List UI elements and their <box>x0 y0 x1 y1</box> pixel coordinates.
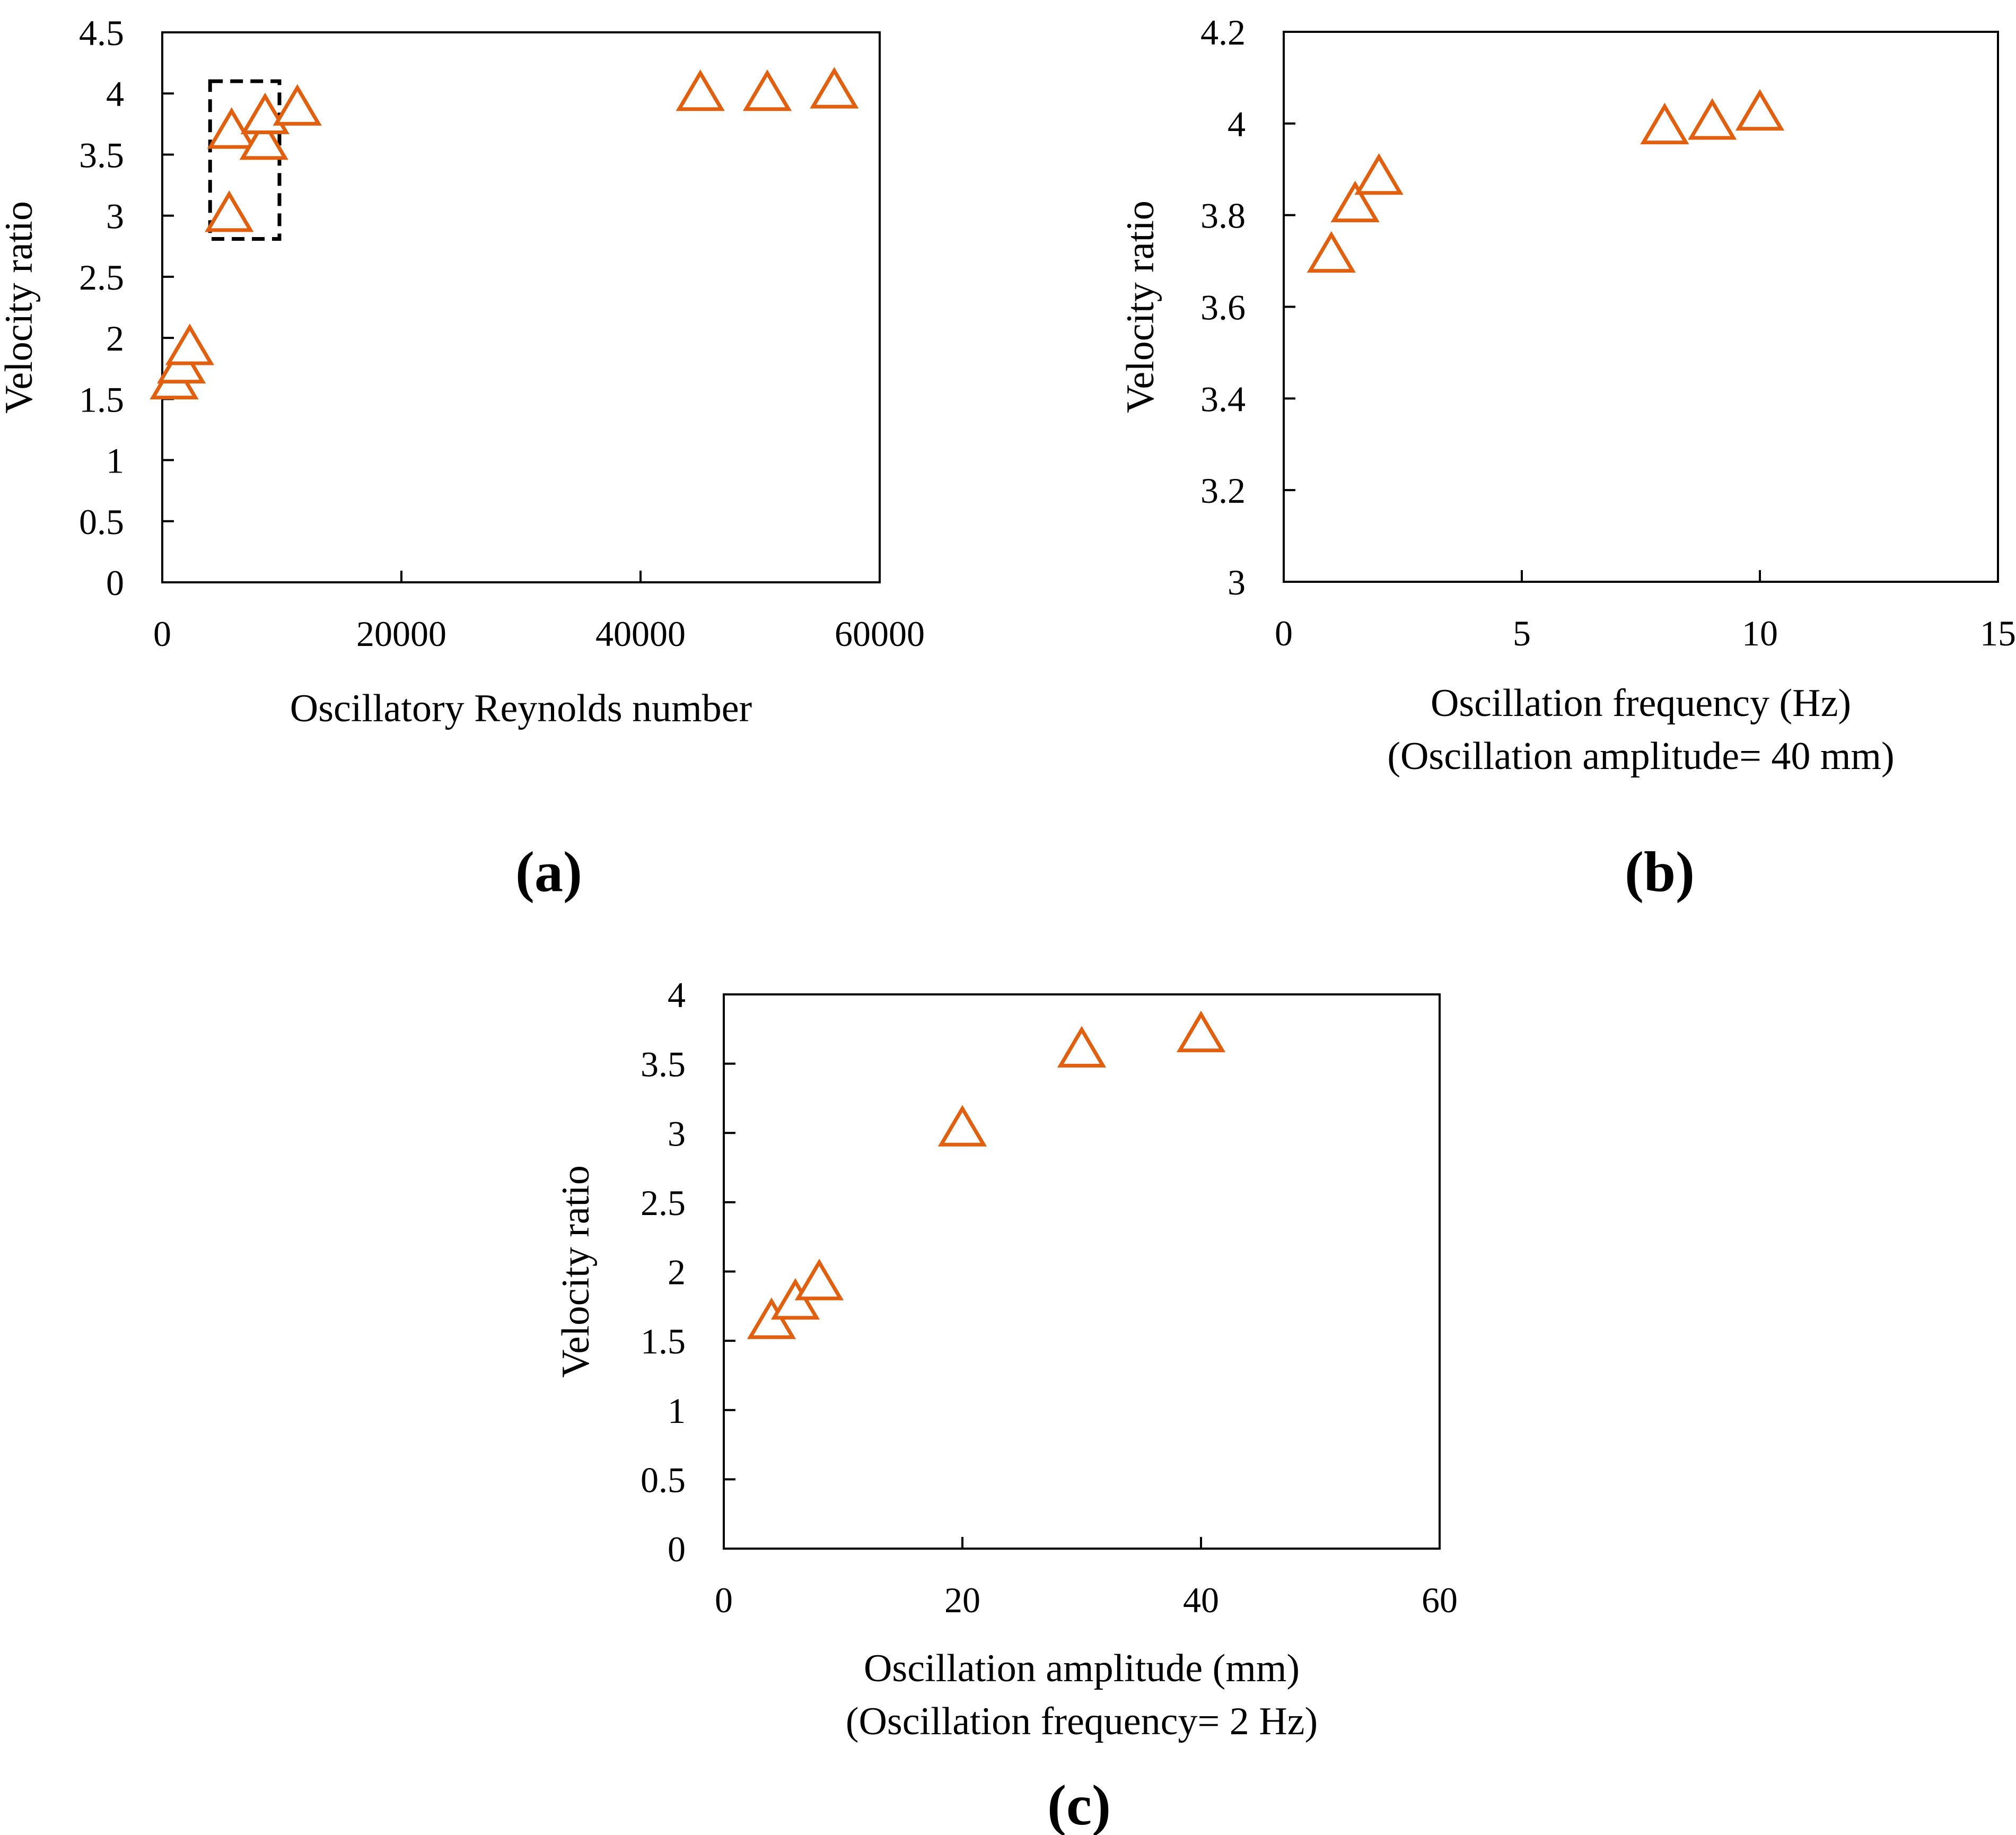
panel-b-data-point <box>1735 89 1785 131</box>
panel-b-data-point <box>1640 102 1689 145</box>
panel-a-data-point <box>165 324 214 365</box>
panel-c-y-tick-label: 1.5 <box>641 1321 686 1361</box>
panel-b-x-axis-sublabel: (Oscillation amplitude= 40 mm) <box>1387 735 1894 778</box>
panel-a-x-tick-label: 60000 <box>835 614 925 654</box>
panel-b-x-axis-label: Oscillation frequency (Hz) <box>1431 681 1851 725</box>
panel-b-x-tick-label: 15 <box>1980 613 2016 653</box>
panel-b: 0 5 10 15 3 3.2 3.4 3.6 3.8 4 4.2 Oscillation freq… <box>1119 12 2016 904</box>
panel-b-x-tick-label: 10 <box>1742 613 1778 653</box>
panel-c-y-axis-label: Velocity ratio <box>554 1165 598 1378</box>
panel-a-label: (a) <box>515 841 582 904</box>
panel-a-y-tick-label: 3 <box>106 196 124 237</box>
panel-b-tick-labels: 0 5 10 15 3 3.2 3.4 3.6 3.8 4 4.2 <box>1200 12 2016 653</box>
panel-a-y-tick-label: 4 <box>106 74 124 114</box>
panel-a-y-tick-label: 4.5 <box>79 13 124 53</box>
panel-b-y-tick-label: 3.4 <box>1200 379 1246 419</box>
panel-a-plot-frame <box>161 31 881 583</box>
panel-c-ticks <box>723 993 1441 1550</box>
panel-b-x-tick-label: 0 <box>1275 613 1293 653</box>
panel-c-y-tick-label: 0 <box>668 1529 686 1569</box>
panel-b-y-tick-label: 4.2 <box>1200 12 1246 53</box>
panel-b-markers <box>1307 89 1785 273</box>
panel-b-data-point <box>1354 153 1404 195</box>
panel-c-x-axis-sublabel: (Oscillation frequency= 2 Hz) <box>846 1700 1318 1743</box>
panel-c-x-tick-label: 40 <box>1183 1580 1219 1620</box>
panel-c-tick-labels: 0 20 40 60 0 0.5 1 1.5 2 2.5 3 3.5 4 <box>641 975 1458 1620</box>
panel-b-y-tick-label: 4 <box>1228 104 1246 144</box>
panel-a-data-point <box>239 118 288 160</box>
panel-a-data-point <box>810 67 859 109</box>
panel-a-y-tick-label: 3.5 <box>79 135 124 175</box>
panel-c-x-axis-label: Oscillation amplitude (mm) <box>864 1647 1300 1690</box>
panel-c-y-tick-label: 1 <box>668 1391 686 1431</box>
panel-c-data-point <box>1176 1010 1226 1053</box>
panel-a-y-tick-label: 2 <box>106 318 124 359</box>
panel-c-x-tick-label: 60 <box>1422 1580 1458 1620</box>
panel-b-data-point <box>1330 180 1380 223</box>
panel-b-y-tick-label: 3.8 <box>1200 196 1246 236</box>
panel-b-label: (b) <box>1625 841 1695 904</box>
panel-c-label: (c) <box>1047 1774 1111 1835</box>
panel-a-ticks <box>161 31 881 583</box>
panel-b-y-axis-label: Velocity ratio <box>1119 200 1162 413</box>
panel-b-data-point <box>1307 231 1356 273</box>
panel-b-x-tick-label: 5 <box>1513 613 1531 653</box>
panel-b-y-tick-label: 3.2 <box>1200 470 1246 511</box>
panel-a-highlight-box <box>208 79 282 241</box>
panel-c-data-point <box>794 1259 844 1300</box>
panel-a-data-point <box>676 69 725 111</box>
panel-a-data-point <box>207 107 256 149</box>
panel-a-tick-labels: 0 20000 40000 60000 0 0.5 1 1.5 2 2.5 3 3.5 4 4.5 <box>79 13 925 654</box>
panel-b-y-tick-label: 3.6 <box>1200 287 1246 328</box>
panel-c-x-tick-label: 20 <box>944 1580 980 1620</box>
panel-c-markers <box>747 1010 1226 1339</box>
panel-b-ticks <box>1283 31 1999 583</box>
panel-c-data-point <box>1057 1026 1107 1068</box>
panel-a-x-tick-label: 20000 <box>356 614 446 654</box>
panel-c-y-tick-label: 4 <box>668 975 686 1015</box>
panel-a-markers <box>150 67 859 400</box>
panel-b-data-point <box>1688 98 1737 140</box>
panel-a-x-axis-label: Oscillatory Reynolds number <box>290 687 752 730</box>
panel-a-x-tick-label: 0 <box>153 614 171 654</box>
panel-c-y-tick-label: 2.5 <box>641 1183 686 1223</box>
panel-a-y-axis-label: Velocity ratio <box>0 201 41 414</box>
panel-a-y-tick-label: 0 <box>106 563 124 603</box>
panel-a-y-tick-label: 1 <box>106 441 124 481</box>
panel-c-y-tick-label: 0.5 <box>641 1460 686 1500</box>
panel-a-data-point <box>205 190 254 232</box>
panel-a-y-tick-label: 0.5 <box>79 502 124 542</box>
panel-a-x-tick-label: 40000 <box>595 614 686 654</box>
panel-c: 0 20 40 60 0 0.5 1 1.5 2 2.5 3 3.5 4 Oscillation amp… <box>554 975 1458 1835</box>
panel-a-annotations <box>208 79 282 241</box>
panel-b-y-tick-label: 3 <box>1228 562 1246 602</box>
panel-c-y-tick-label: 3 <box>668 1113 686 1154</box>
panel-a: 0 20000 40000 60000 0 0.5 1 1.5 2 2.5 3 3.5 4 4.5 Osc… <box>0 13 925 904</box>
panel-a-data-point <box>273 84 322 126</box>
panel-c-y-tick-label: 2 <box>668 1252 686 1292</box>
panel-a-y-tick-label: 1.5 <box>79 379 124 420</box>
panel-c-data-point <box>937 1105 987 1147</box>
panel-c-x-tick-label: 0 <box>715 1580 733 1620</box>
panel-c-y-tick-label: 3.5 <box>641 1044 686 1085</box>
panel-a-y-tick-label: 2.5 <box>79 257 124 298</box>
panel-a-data-point <box>742 69 792 111</box>
